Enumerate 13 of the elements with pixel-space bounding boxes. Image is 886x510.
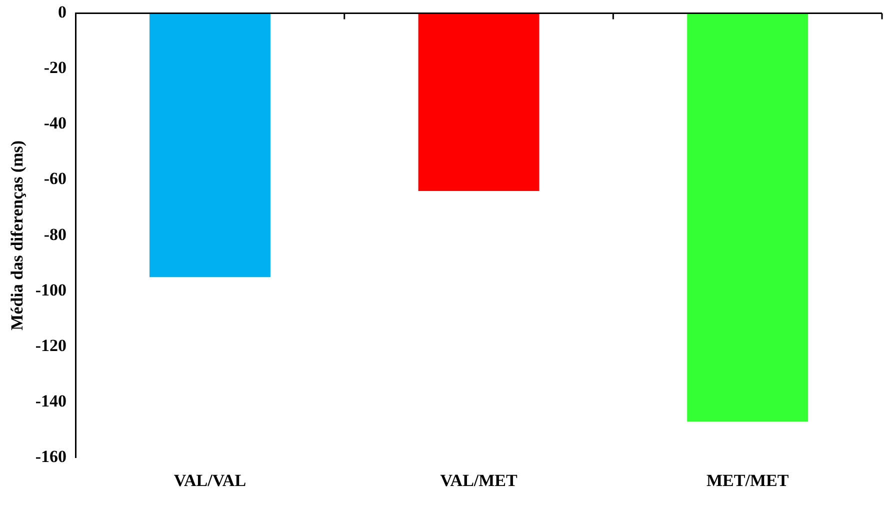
x-tick-label: MET/MET — [706, 471, 790, 490]
y-tick-label: -40 — [44, 114, 67, 133]
y-axis-title: Média das diferenças (ms) — [8, 140, 27, 330]
y-tick-label: -20 — [44, 58, 67, 78]
y-tick-label: -140 — [35, 391, 67, 410]
y-tick-label: -160 — [35, 446, 67, 466]
y-tick-label: -60 — [44, 169, 67, 188]
x-tick-label: VAL/VAL — [174, 471, 246, 490]
y-tick-label: -120 — [35, 336, 67, 355]
x-tick-label: VAL/MET — [440, 471, 518, 490]
y-tick-label: 0 — [58, 2, 67, 22]
y-tick-label: -80 — [44, 224, 67, 244]
y-tick-label: -100 — [35, 280, 67, 300]
